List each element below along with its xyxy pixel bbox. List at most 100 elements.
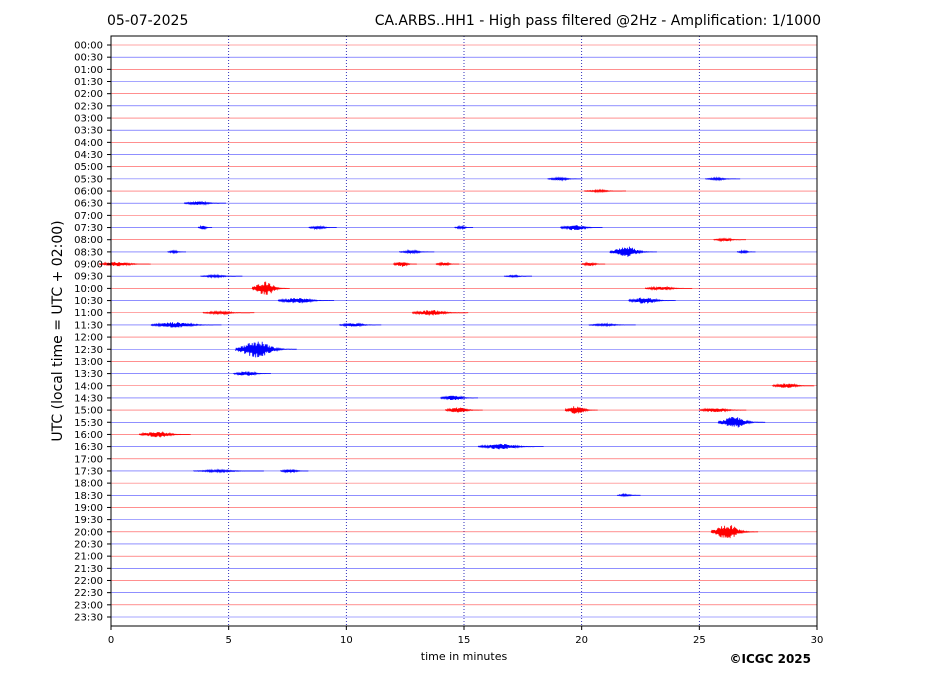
y-tick-label-00:00: 00:00 <box>74 41 103 52</box>
seismic-event-11:00-0 <box>202 310 255 316</box>
seismic-event-08:30-2 <box>609 246 657 257</box>
y-tick-label-16:00: 16:00 <box>74 430 103 441</box>
y-tick-label-19:00: 19:00 <box>74 503 103 514</box>
seismic-event-08:00-0 <box>713 237 746 243</box>
y-tick-label-15:30: 15:30 <box>74 418 103 429</box>
seismic-event-17:30-0 <box>193 468 264 474</box>
seismic-event-15:00-2 <box>698 407 747 413</box>
y-tick-label-14:30: 14:30 <box>74 393 103 404</box>
y-tick-label-01:30: 01:30 <box>74 77 103 88</box>
seismic-event-07:30-2 <box>454 224 474 231</box>
seismic-event-20:00-0 <box>710 525 759 539</box>
y-tick-label-04:30: 04:30 <box>74 150 103 161</box>
y-tick-label-21:00: 21:00 <box>74 552 103 563</box>
y-tick-label-04:00: 04:00 <box>74 138 103 149</box>
chart-title: CA.ARBS..HH1 - High pass filtered @2Hz -… <box>375 13 821 29</box>
seismic-traces <box>98 176 815 539</box>
seismic-event-08:30-3 <box>736 249 756 255</box>
seismic-event-10:30-0 <box>277 298 335 304</box>
y-axis-label: UTC (local time = UTC + 02:00) <box>50 220 66 441</box>
seismic-event-06:00-0 <box>583 188 626 194</box>
seismic-event-09:30-1 <box>503 274 532 279</box>
y-tick-label-22:30: 22:30 <box>74 588 103 599</box>
seismic-event-09:00-1 <box>393 261 417 267</box>
vertical-gridlines <box>228 36 700 626</box>
seismic-event-14:30-0 <box>440 395 478 401</box>
y-tick-label-09:30: 09:30 <box>74 272 103 283</box>
seismic-event-09:30-0 <box>200 273 243 279</box>
seismic-event-15:00-1 <box>564 406 598 414</box>
y-tick-label-02:30: 02:30 <box>74 101 103 112</box>
seismic-event-05:30-1 <box>704 176 741 182</box>
y-tick-label-20:30: 20:30 <box>74 539 103 550</box>
x-tick-label-25: 25 <box>693 635 706 646</box>
seismic-event-16:00-0 <box>138 431 191 438</box>
y-tick-label-09:00: 09:00 <box>74 260 103 271</box>
y-tick-label-18:30: 18:30 <box>74 491 103 502</box>
seismic-event-10:00-0 <box>251 281 290 295</box>
seismic-event-08:30-1 <box>399 249 435 255</box>
y-tick-label-15:00: 15:00 <box>74 406 103 417</box>
y-tick-label-20:00: 20:00 <box>74 527 103 538</box>
seismic-event-08:30-0 <box>167 249 186 255</box>
seismic-event-12:30-0 <box>235 341 297 358</box>
seismic-event-11:30-2 <box>588 322 636 328</box>
y-tick-label-07:30: 07:30 <box>74 223 103 234</box>
x-tick-label-30: 30 <box>811 635 824 646</box>
y-tick-label-18:00: 18:00 <box>74 479 103 490</box>
y-tick-label-17:00: 17:00 <box>74 454 103 465</box>
trace-baselines <box>111 44 817 618</box>
seismic-event-11:30-0 <box>150 322 222 328</box>
seismic-event-15:00-0 <box>444 407 483 413</box>
y-tick-label-05:00: 05:00 <box>74 162 103 173</box>
x-tick-label-15: 15 <box>458 635 471 646</box>
seismic-event-10:30-1 <box>628 297 676 304</box>
y-tick-label-07:00: 07:00 <box>74 211 103 222</box>
x-tick-label-20: 20 <box>575 635 588 646</box>
seismic-event-15:30-0 <box>717 416 766 428</box>
seismic-event-11:30-1 <box>338 322 382 328</box>
x-axis-ticks: 0 5 10 15 20 25 30 <box>108 626 824 646</box>
y-tick-label-01:00: 01:00 <box>74 65 103 76</box>
y-tick-label-02:00: 02:00 <box>74 89 103 100</box>
seismic-event-09:00-0 <box>98 261 151 267</box>
y-tick-label-11:00: 11:00 <box>74 308 103 319</box>
y-tick-label-21:30: 21:30 <box>74 564 103 575</box>
y-tick-label-12:30: 12:30 <box>74 345 103 356</box>
y-tick-label-08:30: 08:30 <box>74 247 103 258</box>
y-tick-label-13:00: 13:00 <box>74 357 103 368</box>
y-tick-label-17:30: 17:30 <box>74 466 103 477</box>
y-tick-label-23:00: 23:00 <box>74 600 103 611</box>
y-tick-label-14:00: 14:00 <box>74 381 103 392</box>
seismic-event-05:30-0 <box>547 176 583 182</box>
y-tick-label-03:00: 03:00 <box>74 114 103 125</box>
x-tick-label-10: 10 <box>340 635 353 646</box>
seismic-event-07:30-1 <box>308 225 337 231</box>
seismic-event-07:30-3 <box>560 224 603 231</box>
x-axis-label: time in minutes <box>421 650 508 663</box>
y-tick-label-10:00: 10:00 <box>74 284 103 295</box>
seismic-event-14:00-0 <box>772 383 815 388</box>
seismic-event-07:30-0 <box>197 224 213 231</box>
y-tick-label-00:30: 00:30 <box>74 53 103 64</box>
seismic-event-16:30-0 <box>477 443 544 450</box>
y-tick-label-19:30: 19:30 <box>74 515 103 526</box>
y-tick-label-06:30: 06:30 <box>74 199 103 210</box>
x-tick-label-0: 0 <box>108 635 114 646</box>
y-tick-label-11:30: 11:30 <box>74 320 103 331</box>
copyright-label: ©ICGC 2025 <box>729 652 811 666</box>
y-tick-label-10:30: 10:30 <box>74 296 103 307</box>
y-tick-label-08:00: 08:00 <box>74 235 103 246</box>
seismic-event-17:30-1 <box>280 468 309 474</box>
seismic-event-06:30-0 <box>183 200 226 206</box>
seismic-event-09:00-3 <box>581 261 606 267</box>
y-tick-label-03:30: 03:30 <box>74 126 103 137</box>
seismic-event-09:00-2 <box>435 261 460 267</box>
x-tick-label-5: 5 <box>225 635 231 646</box>
y-tick-label-12:00: 12:00 <box>74 333 103 344</box>
y-tick-label-13:30: 13:30 <box>74 369 103 380</box>
date-label: 05-07-2025 <box>107 13 188 29</box>
y-tick-label-16:30: 16:30 <box>74 442 103 453</box>
